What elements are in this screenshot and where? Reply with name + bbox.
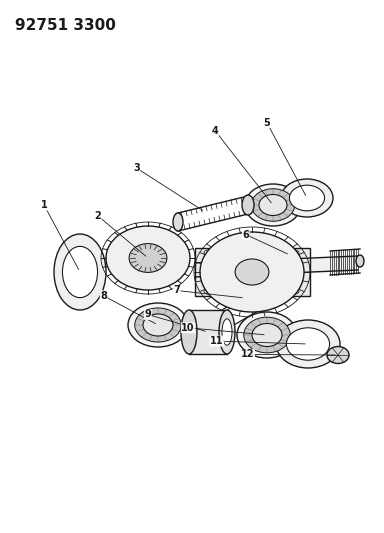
Text: 5: 5 [263, 118, 270, 127]
Ellipse shape [244, 317, 290, 353]
Ellipse shape [135, 308, 181, 342]
Ellipse shape [245, 184, 301, 226]
Ellipse shape [63, 246, 98, 297]
Text: 4: 4 [212, 126, 218, 135]
Ellipse shape [106, 226, 190, 290]
Text: 2: 2 [94, 211, 101, 221]
Text: 92751 3300: 92751 3300 [15, 18, 116, 33]
Ellipse shape [173, 213, 183, 231]
Ellipse shape [200, 232, 304, 312]
Ellipse shape [281, 179, 333, 217]
Text: 3: 3 [133, 163, 140, 173]
Text: 11: 11 [210, 336, 224, 346]
Ellipse shape [181, 310, 197, 354]
Text: 7: 7 [173, 286, 180, 295]
Text: 12: 12 [241, 350, 255, 359]
Text: 1: 1 [41, 200, 48, 210]
Text: 8: 8 [100, 291, 107, 301]
Ellipse shape [291, 250, 299, 256]
Ellipse shape [222, 319, 232, 345]
Ellipse shape [242, 195, 254, 215]
Ellipse shape [286, 328, 329, 360]
Ellipse shape [219, 310, 235, 354]
Ellipse shape [143, 314, 173, 336]
Ellipse shape [259, 195, 287, 215]
Text: 6: 6 [242, 230, 249, 239]
Ellipse shape [356, 255, 364, 267]
Polygon shape [195, 248, 310, 296]
Ellipse shape [128, 303, 188, 347]
Ellipse shape [235, 259, 269, 285]
Ellipse shape [129, 244, 167, 272]
Ellipse shape [251, 189, 295, 221]
Ellipse shape [252, 324, 282, 346]
Ellipse shape [290, 185, 324, 211]
Ellipse shape [204, 288, 212, 294]
Ellipse shape [204, 250, 212, 256]
Ellipse shape [291, 288, 299, 294]
Ellipse shape [237, 312, 297, 358]
Text: 9: 9 [144, 310, 151, 319]
Ellipse shape [327, 346, 349, 364]
Text: 10: 10 [181, 323, 195, 333]
Ellipse shape [276, 320, 340, 368]
Ellipse shape [54, 234, 106, 310]
